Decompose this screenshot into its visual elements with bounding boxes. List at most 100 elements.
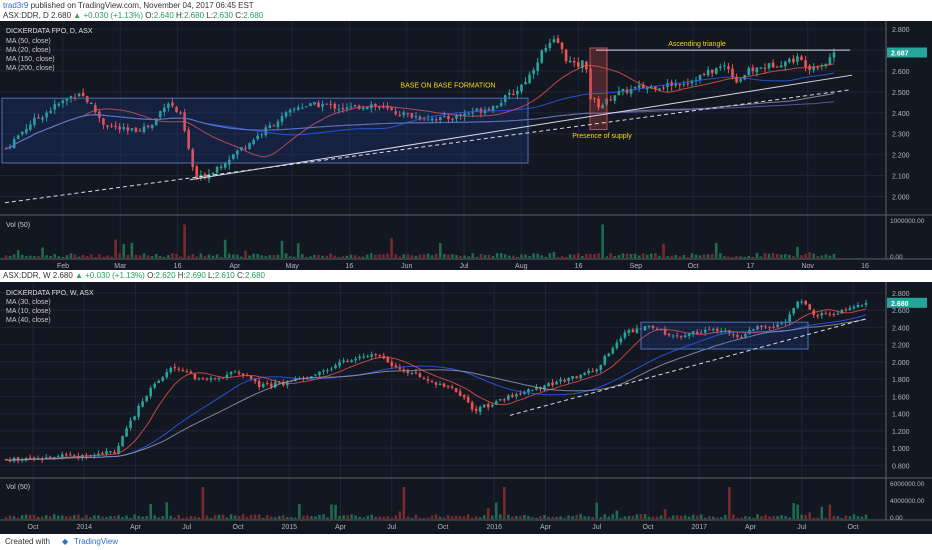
volume-bar bbox=[158, 256, 162, 258]
low-value: 2.630 bbox=[212, 11, 233, 20]
base-box bbox=[1, 97, 529, 164]
candle-body bbox=[816, 315, 820, 317]
volume-bar bbox=[593, 254, 596, 258]
volume-bar bbox=[764, 514, 767, 519]
daily-chart-svg[interactable]: Feb Mar 16 Apr May 16 Jun Jul Aug 16 Sep Oct 17 Nov 16… bbox=[0, 21, 932, 270]
volume-bar bbox=[641, 253, 645, 258]
tradingview-link[interactable]: TradingView bbox=[74, 537, 119, 546]
volume-bar bbox=[748, 516, 751, 519]
candle-body bbox=[641, 84, 645, 89]
volume-bar bbox=[290, 517, 293, 519]
candle-body bbox=[49, 110, 52, 114]
candle-body bbox=[832, 52, 836, 58]
moving-average-line bbox=[5, 308, 867, 461]
volume-bar bbox=[314, 516, 317, 519]
volume-bar bbox=[808, 251, 811, 258]
high-label: H: bbox=[176, 11, 185, 20]
daily-chart-pane[interactable]: Feb Mar 16 Apr May 16 Jun Jul Aug 16 Sep Oct 17 Nov 16… bbox=[0, 21, 932, 270]
volume-bar bbox=[743, 256, 746, 258]
volume-bar bbox=[710, 254, 714, 258]
candle-body bbox=[97, 453, 100, 456]
volume-bar bbox=[454, 515, 458, 519]
low-label: L: bbox=[206, 11, 213, 20]
candle-body bbox=[615, 342, 619, 349]
y-tick-label: 2.400 bbox=[892, 111, 910, 118]
candle-body bbox=[158, 111, 162, 118]
volume-bar bbox=[199, 253, 203, 258]
moving-average-line bbox=[5, 314, 867, 461]
volume-bar bbox=[475, 256, 479, 258]
candle-body bbox=[478, 406, 482, 412]
volume-bar bbox=[752, 517, 755, 519]
candle-body bbox=[760, 325, 763, 328]
candle-body bbox=[134, 127, 138, 132]
volume-bar bbox=[282, 514, 285, 519]
volume-bar bbox=[716, 517, 719, 519]
candle-body bbox=[567, 378, 570, 382]
volume-bar bbox=[341, 256, 345, 258]
candle-body bbox=[354, 358, 357, 361]
candle-body bbox=[257, 380, 261, 387]
volume-bar bbox=[157, 517, 161, 519]
candle-body bbox=[559, 379, 562, 382]
candle-body bbox=[237, 372, 241, 374]
candle-body bbox=[229, 371, 233, 375]
candle-body bbox=[114, 125, 117, 127]
candle-body bbox=[394, 111, 397, 115]
candle-body bbox=[752, 329, 755, 331]
candle-body bbox=[666, 83, 669, 88]
volume-bar bbox=[197, 517, 201, 519]
volume-bar bbox=[804, 253, 807, 258]
candle-body bbox=[524, 82, 527, 85]
x-tick-label: 2016 bbox=[486, 524, 502, 531]
candle-body bbox=[731, 68, 734, 78]
weekly-chart-svg[interactable]: Oct 2014 Apr Jul Oct 2015 Apr Jul Oct 2016 Apr Jul O… bbox=[0, 282, 932, 534]
volume-bar bbox=[728, 487, 731, 519]
volume-bar bbox=[503, 254, 507, 258]
y-tick-label: 1.400 bbox=[892, 412, 910, 419]
candle-body bbox=[747, 67, 751, 75]
candle-body bbox=[341, 107, 345, 110]
volume-bar bbox=[552, 251, 556, 258]
candle-body bbox=[645, 87, 649, 90]
open-label: O: bbox=[147, 271, 156, 280]
candle-body bbox=[422, 377, 426, 379]
candle-body bbox=[361, 107, 365, 110]
volume-bar bbox=[268, 255, 272, 258]
volume-bar bbox=[674, 254, 677, 258]
volume-bar bbox=[682, 254, 686, 258]
volume-bar bbox=[334, 504, 337, 519]
volume-bar bbox=[272, 255, 276, 258]
volume-bar bbox=[571, 516, 574, 519]
candle-body bbox=[609, 99, 613, 101]
candle-body bbox=[272, 125, 276, 127]
candle-body bbox=[345, 107, 349, 109]
candle-body bbox=[788, 314, 791, 323]
volume-bar bbox=[4, 255, 8, 258]
weekly-chart-pane[interactable]: Oct 2014 Apr Jul Oct 2015 Apr Jul Oct 2016 Apr Jul O… bbox=[0, 282, 932, 534]
volume-bar bbox=[585, 253, 588, 258]
volume-bar bbox=[490, 515, 494, 519]
volume-bar bbox=[102, 256, 105, 258]
volume-bar bbox=[105, 517, 108, 519]
x-tick-label: Apr bbox=[130, 524, 142, 531]
volume-bar bbox=[615, 510, 619, 519]
close-label: C: bbox=[236, 271, 245, 280]
volume-bar bbox=[49, 255, 52, 258]
candle-body bbox=[410, 113, 414, 118]
candle-body bbox=[236, 150, 239, 155]
candle-body bbox=[179, 112, 182, 114]
volume-bar bbox=[177, 514, 181, 519]
candle-body bbox=[466, 397, 470, 403]
candle-body bbox=[635, 328, 639, 333]
author-link[interactable]: trad3r9 bbox=[3, 1, 29, 10]
volume-bar bbox=[165, 502, 169, 519]
annotation-presence-of-supply: Presence of supply bbox=[572, 133, 632, 140]
candle-body bbox=[702, 73, 706, 75]
volume-bar bbox=[252, 253, 255, 258]
candle-body bbox=[723, 65, 726, 67]
candle-body bbox=[716, 328, 719, 332]
candle-body bbox=[698, 74, 702, 80]
candle-body bbox=[32, 457, 36, 459]
volume-bar bbox=[607, 516, 611, 519]
